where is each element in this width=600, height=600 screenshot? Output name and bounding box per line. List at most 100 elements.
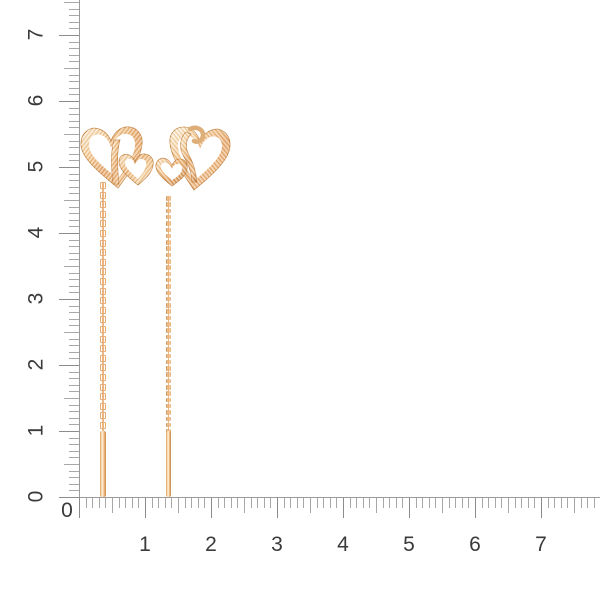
horizontal-minor-tick xyxy=(356,498,358,508)
horizontal-major-tick xyxy=(211,498,212,518)
vertical-ruler-label: 0 xyxy=(24,490,48,503)
vertical-major-tick xyxy=(59,167,79,168)
horizontal-minor-tick xyxy=(224,498,226,508)
vertical-minor-tick xyxy=(69,285,79,287)
vertical-minor-tick xyxy=(64,332,79,333)
vertical-minor-tick xyxy=(69,345,79,347)
horizontal-minor-tick xyxy=(191,498,193,508)
vertical-minor-tick xyxy=(69,114,79,116)
vertical-major-tick xyxy=(59,365,79,366)
horizontal-minor-tick xyxy=(382,498,384,508)
horizontal-minor-tick xyxy=(270,498,272,508)
vertical-minor-tick xyxy=(69,444,79,446)
vertical-minor-tick xyxy=(69,21,79,23)
horizontal-ruler-label: 3 xyxy=(271,533,283,556)
horizontal-minor-tick xyxy=(415,498,417,508)
horizontal-minor-tick xyxy=(138,498,140,508)
horizontal-minor-tick xyxy=(98,498,100,508)
horizontal-minor-tick xyxy=(296,498,298,508)
horizontal-minor-tick xyxy=(197,498,199,508)
horizontal-minor-tick xyxy=(250,498,252,508)
vertical-minor-tick xyxy=(69,305,79,307)
vertical-minor-tick xyxy=(69,470,79,472)
vertical-minor-tick xyxy=(69,358,79,360)
horizontal-minor-tick xyxy=(336,498,338,508)
vertical-ruler-label: 4 xyxy=(24,226,48,239)
drop-bar-left xyxy=(100,431,106,497)
horizontal-minor-tick xyxy=(389,498,391,508)
heart-motif-left xyxy=(78,122,160,194)
vertical-minor-tick xyxy=(69,450,79,452)
vertical-minor-tick xyxy=(69,457,79,459)
horizontal-minor-tick xyxy=(461,498,463,508)
horizontal-minor-tick xyxy=(521,498,523,508)
horizontal-major-tick xyxy=(475,498,476,518)
vertical-minor-tick xyxy=(69,252,79,254)
horizontal-ruler-label: 6 xyxy=(469,533,481,556)
horizontal-minor-tick xyxy=(402,498,404,508)
horizontal-minor-tick xyxy=(290,498,292,508)
horizontal-minor-tick xyxy=(435,498,437,508)
vertical-major-tick xyxy=(59,299,79,300)
horizontal-minor-tick xyxy=(230,498,232,508)
vertical-minor-tick xyxy=(69,239,79,241)
vertical-major-tick xyxy=(59,35,79,36)
vertical-minor-tick xyxy=(69,186,79,188)
vertical-minor-tick xyxy=(69,140,79,142)
vertical-minor-tick xyxy=(69,147,79,149)
horizontal-minor-tick xyxy=(376,498,377,513)
vertical-minor-tick xyxy=(69,312,79,314)
vertical-minor-tick xyxy=(69,246,79,248)
vertical-minor-tick xyxy=(69,87,79,89)
vertical-ruler-label: 5 xyxy=(24,160,48,173)
horizontal-minor-tick xyxy=(178,498,179,513)
horizontal-major-tick xyxy=(541,498,542,518)
horizontal-major-tick xyxy=(79,498,80,518)
vertical-major-tick xyxy=(59,101,79,102)
vertical-minor-tick xyxy=(64,134,79,135)
vertical-ruler-label: 6 xyxy=(24,94,48,107)
horizontal-minor-tick xyxy=(105,498,107,508)
horizontal-ruler-label: 0 xyxy=(61,499,73,522)
horizontal-minor-tick xyxy=(349,498,351,508)
horizontal-minor-tick xyxy=(283,498,285,508)
horizontal-major-tick xyxy=(145,498,146,518)
horizontal-ruler-label: 2 xyxy=(205,533,217,556)
vertical-minor-tick xyxy=(69,384,79,386)
vertical-minor-tick xyxy=(69,48,79,50)
horizontal-minor-tick xyxy=(580,498,582,508)
horizontal-minor-tick xyxy=(422,498,424,508)
horizontal-minor-tick xyxy=(125,498,127,508)
vertical-minor-tick xyxy=(69,338,79,340)
horizontal-minor-tick xyxy=(534,498,536,508)
horizontal-minor-tick xyxy=(593,498,595,508)
horizontal-ruler-label: 1 xyxy=(139,533,151,556)
horizontal-major-tick xyxy=(343,498,344,518)
horizontal-minor-tick xyxy=(184,498,186,508)
vertical-minor-tick xyxy=(69,28,79,30)
vertical-minor-tick xyxy=(69,160,79,162)
horizontal-axis-line xyxy=(79,497,600,498)
horizontal-minor-tick xyxy=(514,498,516,508)
vertical-ruler-label: 3 xyxy=(24,292,48,305)
horizontal-minor-tick xyxy=(85,498,87,508)
vertical-minor-tick xyxy=(69,107,79,109)
vertical-minor-tick xyxy=(69,226,79,228)
horizontal-minor-tick xyxy=(501,498,503,508)
horizontal-minor-tick xyxy=(494,498,496,508)
horizontal-ruler-label: 5 xyxy=(403,533,415,556)
vertical-minor-tick xyxy=(69,153,79,155)
vertical-minor-tick xyxy=(64,2,79,3)
drop-bar-right xyxy=(166,431,171,497)
vertical-minor-tick xyxy=(64,266,79,267)
horizontal-minor-tick xyxy=(362,498,364,508)
vertical-minor-tick xyxy=(69,318,79,320)
vertical-minor-tick xyxy=(69,180,79,182)
horizontal-ruler-label: 4 xyxy=(337,533,349,556)
vertical-minor-tick xyxy=(69,279,79,281)
vertical-ruler-label: 1 xyxy=(24,424,48,437)
horizontal-minor-tick xyxy=(574,498,575,513)
vertical-minor-tick xyxy=(69,391,79,393)
horizontal-minor-tick xyxy=(527,498,529,508)
horizontal-major-tick xyxy=(277,498,278,518)
